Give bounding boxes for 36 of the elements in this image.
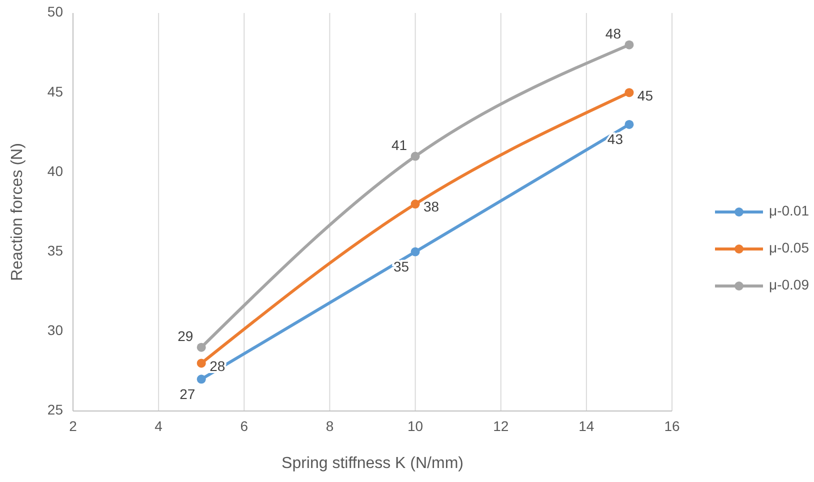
data-label: 45 <box>637 87 654 104</box>
data-label: 27 <box>180 386 196 402</box>
x-tick-label: 8 <box>326 418 334 434</box>
y-tick-label: 25 <box>47 402 64 418</box>
y-tick-label: 50 <box>47 4 64 20</box>
y-tick-label: 35 <box>47 242 64 259</box>
x-axis-title: Spring stiffness K (N/mm) <box>282 455 464 472</box>
y-tick-label: 30 <box>47 322 64 338</box>
data-label: 41 <box>391 136 408 153</box>
point <box>196 374 206 384</box>
legend-label: μ-0.09 <box>769 276 810 293</box>
point <box>196 342 206 352</box>
legend-label: μ-0.05 <box>769 240 810 256</box>
x-tick-label: 14 <box>578 418 594 434</box>
y-axis-title: Reaction forces (N) <box>9 143 26 281</box>
x-tick-label: 10 <box>407 418 424 434</box>
data-label: 38 <box>423 198 440 215</box>
point <box>410 200 420 209</box>
point <box>624 88 634 98</box>
point <box>410 247 420 256</box>
x-tick-label: 6 <box>240 418 248 434</box>
x-tick-label: 4 <box>154 418 163 434</box>
point <box>410 152 420 161</box>
x-tick-label: 16 <box>664 418 680 434</box>
point <box>624 120 634 129</box>
y-tick-label: 40 <box>47 162 64 179</box>
point <box>196 358 206 368</box>
data-label: 48 <box>605 26 622 42</box>
data-label: 29 <box>178 328 194 344</box>
data-label: 35 <box>393 258 410 275</box>
x-tick-label: 12 <box>493 418 509 434</box>
x-tick-label: 2 <box>69 418 78 434</box>
point <box>624 40 634 50</box>
data-label: 43 <box>607 131 624 148</box>
legend-label: μ-0.01 <box>769 202 810 219</box>
y-tick-label: 45 <box>47 83 64 100</box>
